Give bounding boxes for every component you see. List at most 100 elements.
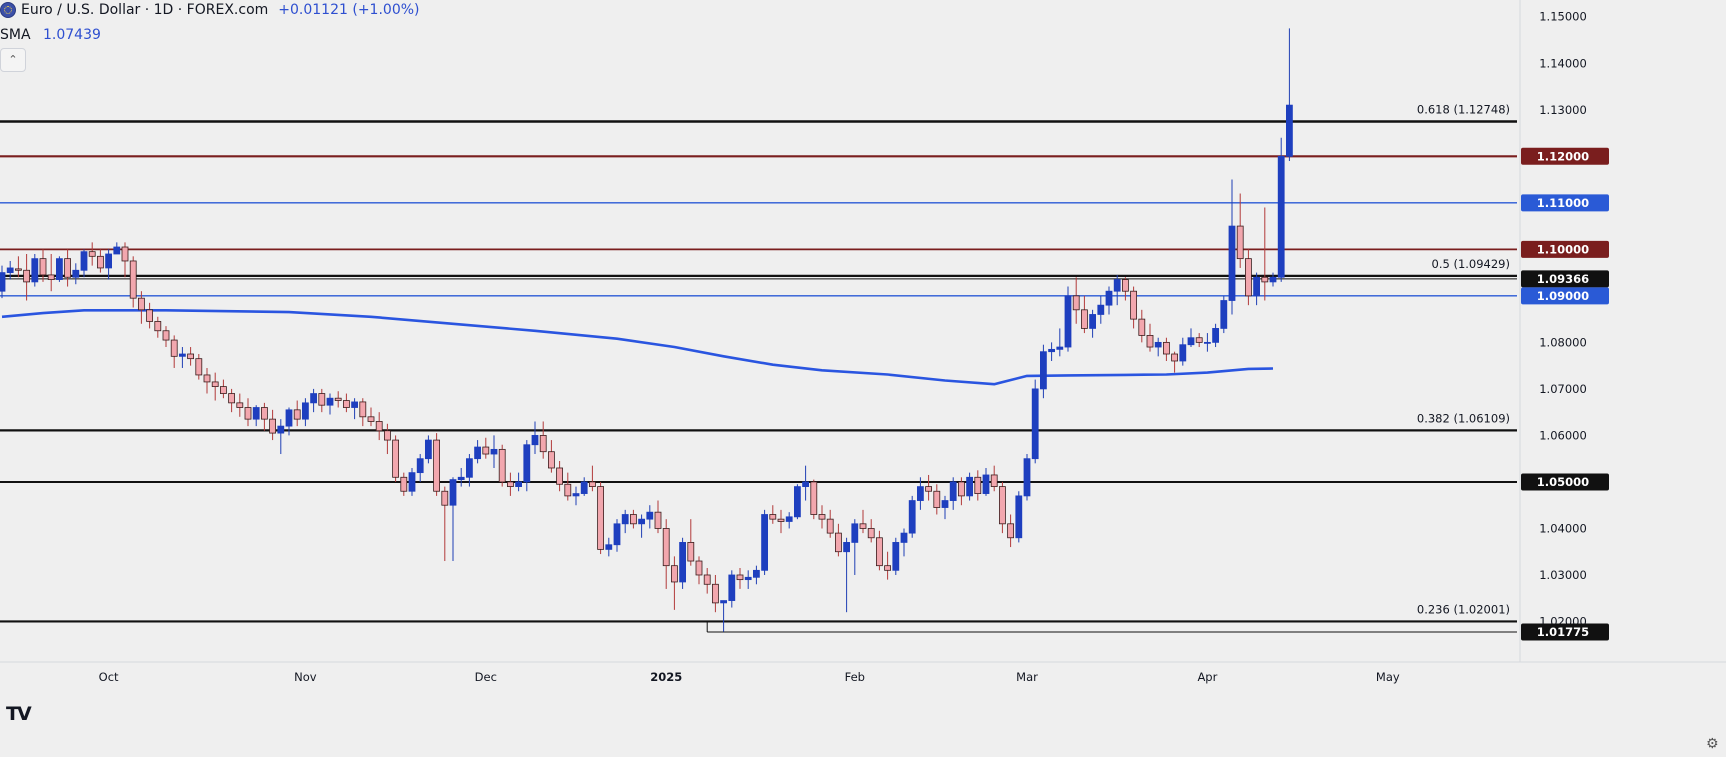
candle-body-81 — [662, 528, 670, 567]
candle-body-155 — [1269, 276, 1277, 283]
candle-148 — [1212, 323, 1219, 348]
candle-39 — [318, 388, 326, 413]
candle-body-18 — [146, 309, 154, 322]
candle-body-14 — [113, 246, 121, 255]
indicator-row[interactable]: SMA 1.07439 — [0, 27, 101, 43]
candle-121 — [990, 465, 998, 492]
candle-5 — [39, 249, 47, 282]
candle-body-54 — [441, 490, 449, 506]
symbol-row[interactable]: Euro / U.S. Dollar · 1D · FOREX.com +0.0… — [0, 2, 419, 18]
candle-body-23 — [187, 353, 195, 360]
candle-57 — [465, 454, 473, 487]
candle-body-70 — [572, 493, 580, 497]
candle-109 — [892, 537, 900, 575]
candle-body-27 — [219, 386, 227, 394]
candle-body-39 — [318, 393, 326, 406]
price-axis[interactable]: 1.020001.030001.040001.050001.060001.070… — [1519, 0, 1587, 662]
candle-19 — [154, 316, 162, 338]
candle-body-38 — [310, 393, 318, 404]
level-notes: 0.618 (1.12748) 0.5 (1.09429) 0.382 (1.061… — [1417, 103, 1510, 617]
candle-38 — [310, 388, 318, 413]
price-tick-2: 1.04000 — [1539, 521, 1587, 535]
candle-97 — [794, 484, 801, 520]
candle-21 — [170, 335, 178, 368]
candle-body-85 — [695, 560, 703, 576]
time-tick-0: Oct — [99, 670, 119, 684]
candle-144 — [1179, 337, 1187, 366]
candle-85 — [695, 556, 703, 585]
candle-body-40 — [326, 397, 334, 406]
candle-130 — [1064, 286, 1072, 352]
candle-body-101 — [826, 518, 834, 534]
candle-118 — [966, 472, 973, 501]
candle-29 — [236, 393, 244, 417]
chevron-up-icon[interactable]: ⌃ — [0, 48, 26, 72]
price-tick-6: 1.08000 — [1539, 335, 1587, 349]
gear-icon[interactable]: ⚙ — [1706, 736, 1719, 752]
candle-body-43 — [351, 401, 359, 408]
level-badge-1 — [1521, 147, 1609, 165]
candle-body-91 — [744, 576, 752, 581]
candle-body-13 — [105, 253, 112, 269]
candle-body-128 — [1048, 348, 1055, 353]
candle-27 — [219, 379, 227, 399]
candle-body-154 — [1261, 276, 1269, 283]
candle-body-28 — [228, 393, 236, 404]
candle-body-52 — [424, 439, 432, 460]
candle-26 — [211, 372, 219, 401]
candle-138 — [1130, 286, 1137, 329]
candle-body-1 — [6, 267, 14, 273]
candle-9 — [72, 263, 80, 285]
candle-body-105 — [859, 523, 867, 529]
candle-body-59 — [482, 446, 490, 455]
candle-body-98 — [802, 481, 809, 487]
candle-body-115 — [941, 500, 949, 508]
candle-body-63 — [515, 481, 522, 487]
candle-22 — [178, 347, 186, 368]
candle-body-3 — [23, 269, 31, 283]
candle-58 — [474, 440, 482, 464]
candle-65 — [531, 421, 539, 455]
candle-body-92 — [753, 569, 760, 578]
candle-body-76 — [621, 514, 629, 525]
candle-136 — [1113, 274, 1121, 306]
candle-body-55 — [449, 479, 457, 506]
candle-body-86 — [703, 574, 711, 585]
candle-133 — [1089, 309, 1096, 338]
candle-143 — [1171, 351, 1178, 373]
eur-usd-flag-icon — [0, 2, 16, 18]
candle-body-114 — [933, 490, 941, 508]
candle-body-157 — [1286, 104, 1293, 157]
candle-body-134 — [1097, 304, 1105, 315]
candle-body-108 — [884, 565, 891, 571]
candle-142 — [1163, 337, 1170, 361]
candle-111 — [908, 495, 916, 538]
level-badge-label-8: 1.05000 — [1537, 475, 1589, 489]
candle-99 — [810, 479, 818, 520]
candle-107 — [876, 530, 883, 571]
candle-body-96 — [785, 516, 793, 522]
candle-114 — [933, 484, 941, 515]
candle-body-118 — [966, 476, 973, 497]
candle-20 — [162, 326, 170, 348]
candle-53 — [433, 433, 441, 496]
candle-body-45 — [367, 416, 375, 422]
candle-157 — [1286, 28, 1293, 161]
candle-89 — [728, 570, 736, 608]
candle-body-150 — [1228, 225, 1236, 301]
candle-31 — [252, 405, 260, 427]
candle-body-41 — [334, 397, 342, 401]
candle-147 — [1204, 333, 1211, 352]
price-tick-12: 1.14000 — [1539, 56, 1587, 70]
candle-body-8 — [64, 258, 71, 278]
candle-153 — [1253, 272, 1260, 306]
price-change: +0.01121 (+1.00%) — [278, 2, 420, 18]
time-axis[interactable]: Oct Nov Dec 2025 Feb Mar Apr May — [0, 661, 1726, 684]
candle-137 — [1122, 277, 1129, 301]
candle-body-148 — [1212, 328, 1219, 343]
candle-body-143 — [1171, 353, 1178, 362]
candle-body-7 — [56, 258, 63, 280]
candle-body-153 — [1253, 276, 1260, 297]
candle-24 — [195, 354, 203, 380]
